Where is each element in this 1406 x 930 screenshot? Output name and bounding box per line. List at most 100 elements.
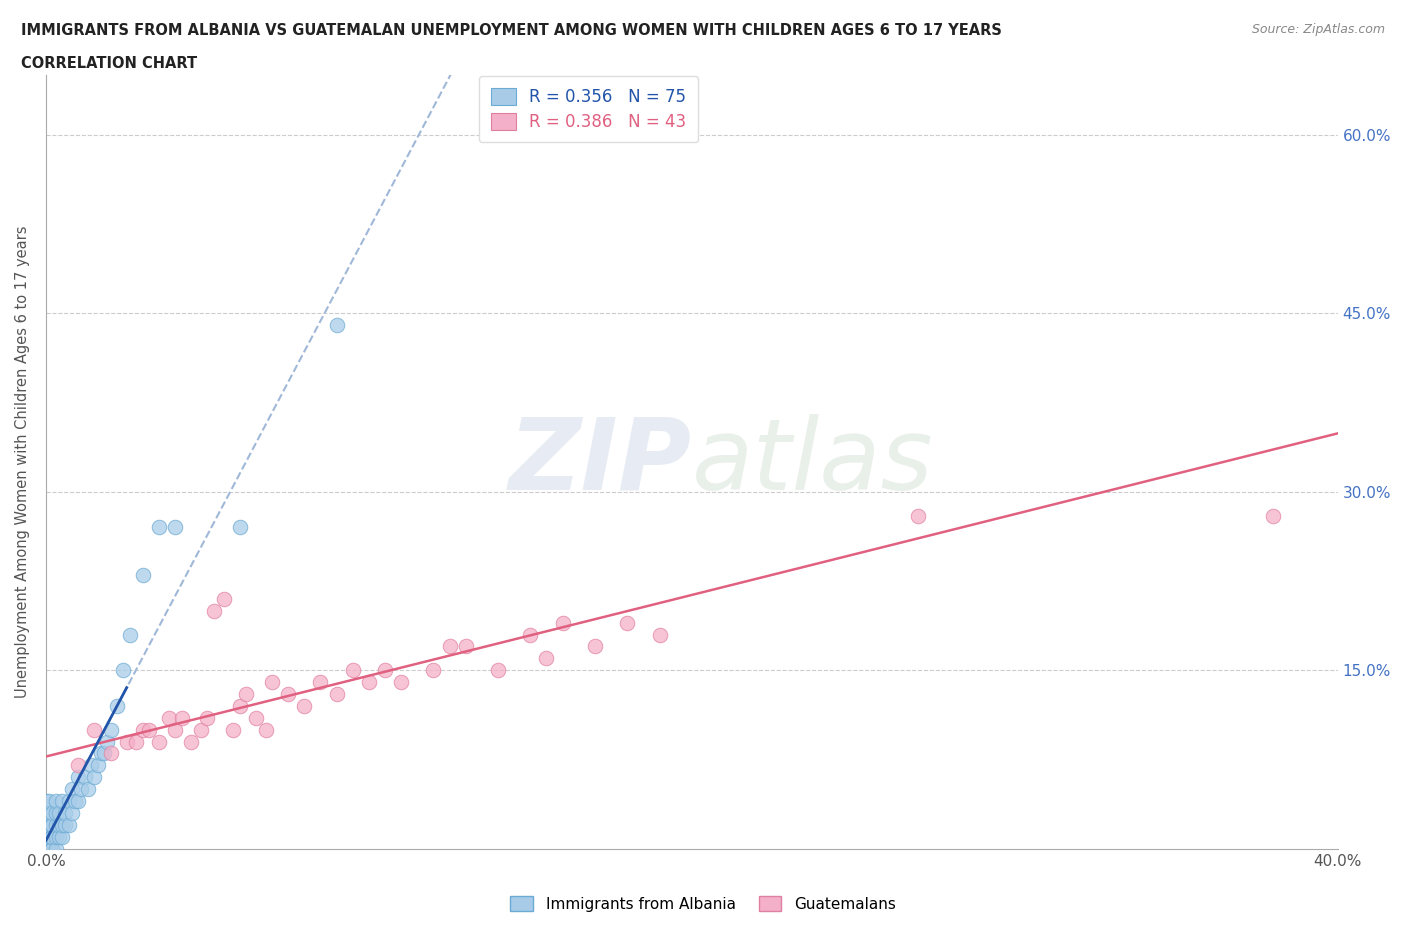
Point [648, 627, 671, 642]
Point [51, 817, 73, 832]
Point [90, 746, 112, 761]
Point [67, 770, 90, 785]
Point [58, 817, 80, 832]
Point [309, 674, 332, 689]
Point [80, 758, 103, 773]
Point [235, 686, 257, 701]
Point [67, 758, 90, 773]
Point [35, 842, 58, 857]
Point [35, 830, 58, 844]
Point [551, 615, 574, 630]
Point [165, 520, 187, 535]
Point [254, 723, 277, 737]
Point [35, 805, 58, 820]
Point [35, 842, 58, 857]
Point [325, 686, 347, 701]
Point [83, 770, 105, 785]
Point [45, 805, 67, 820]
Point [100, 723, 122, 737]
Point [616, 615, 638, 630]
Point [148, 734, 170, 749]
Point [38, 830, 60, 844]
Point [53, 805, 76, 820]
Point [583, 639, 606, 654]
Point [67, 793, 90, 808]
Point [260, 674, 283, 689]
Point [197, 711, 219, 725]
Point [138, 723, 160, 737]
Point [100, 746, 122, 761]
Point [38, 842, 60, 857]
Point [374, 663, 396, 678]
Point [35, 842, 58, 857]
Point [51, 830, 73, 844]
Point [35, 830, 58, 844]
Point [38, 842, 60, 857]
Point [454, 639, 477, 654]
Point [212, 591, 235, 606]
Point [38, 793, 60, 808]
Point [422, 663, 444, 678]
Point [86, 758, 108, 773]
Point [51, 793, 73, 808]
Point [35, 842, 58, 857]
Point [439, 639, 461, 654]
Point [35, 842, 58, 857]
Point [35, 830, 58, 844]
Point [73, 770, 96, 785]
Point [486, 663, 509, 678]
Point [35, 805, 58, 820]
Point [180, 734, 202, 749]
Point [342, 663, 364, 678]
Point [157, 711, 180, 725]
Point [277, 686, 299, 701]
Legend: Immigrants from Albania, Guatemalans: Immigrants from Albania, Guatemalans [505, 890, 901, 918]
Point [93, 746, 115, 761]
Point [41, 817, 63, 832]
Point [357, 674, 380, 689]
Point [41, 817, 63, 832]
Point [519, 627, 541, 642]
Point [170, 711, 193, 725]
Point [38, 805, 60, 820]
Point [35, 842, 58, 857]
Point [202, 604, 225, 618]
Point [77, 782, 100, 797]
Point [70, 782, 93, 797]
Point [38, 817, 60, 832]
Text: CORRELATION CHART: CORRELATION CHART [21, 56, 197, 71]
Point [38, 830, 60, 844]
Point [38, 817, 60, 832]
Point [35, 830, 58, 844]
Point [48, 830, 70, 844]
Point [45, 793, 67, 808]
Point [35, 793, 58, 808]
Point [132, 723, 155, 737]
Point [60, 805, 83, 820]
Point [190, 723, 212, 737]
Text: IMMIGRANTS FROM ALBANIA VS GUATEMALAN UNEMPLOYMENT AMONG WOMEN WITH CHILDREN AGE: IMMIGRANTS FROM ALBANIA VS GUATEMALAN UN… [21, 23, 1002, 38]
Point [112, 663, 135, 678]
Text: Source: ZipAtlas.com: Source: ZipAtlas.com [1251, 23, 1385, 36]
Point [41, 830, 63, 844]
Point [41, 830, 63, 844]
Point [45, 817, 67, 832]
Point [35, 817, 58, 832]
Point [41, 842, 63, 857]
Point [1261, 508, 1284, 523]
Point [35, 817, 58, 832]
Point [165, 723, 187, 737]
Point [118, 627, 141, 642]
Point [58, 793, 80, 808]
Point [38, 842, 60, 857]
Point [105, 698, 128, 713]
Point [38, 805, 60, 820]
Point [228, 698, 250, 713]
Legend: R = 0.356   N = 75, R = 0.386   N = 43: R = 0.356 N = 75, R = 0.386 N = 43 [479, 76, 697, 142]
Point [132, 567, 155, 582]
Point [228, 520, 250, 535]
Point [41, 842, 63, 857]
Point [536, 651, 558, 666]
Point [35, 817, 58, 832]
Point [115, 734, 138, 749]
